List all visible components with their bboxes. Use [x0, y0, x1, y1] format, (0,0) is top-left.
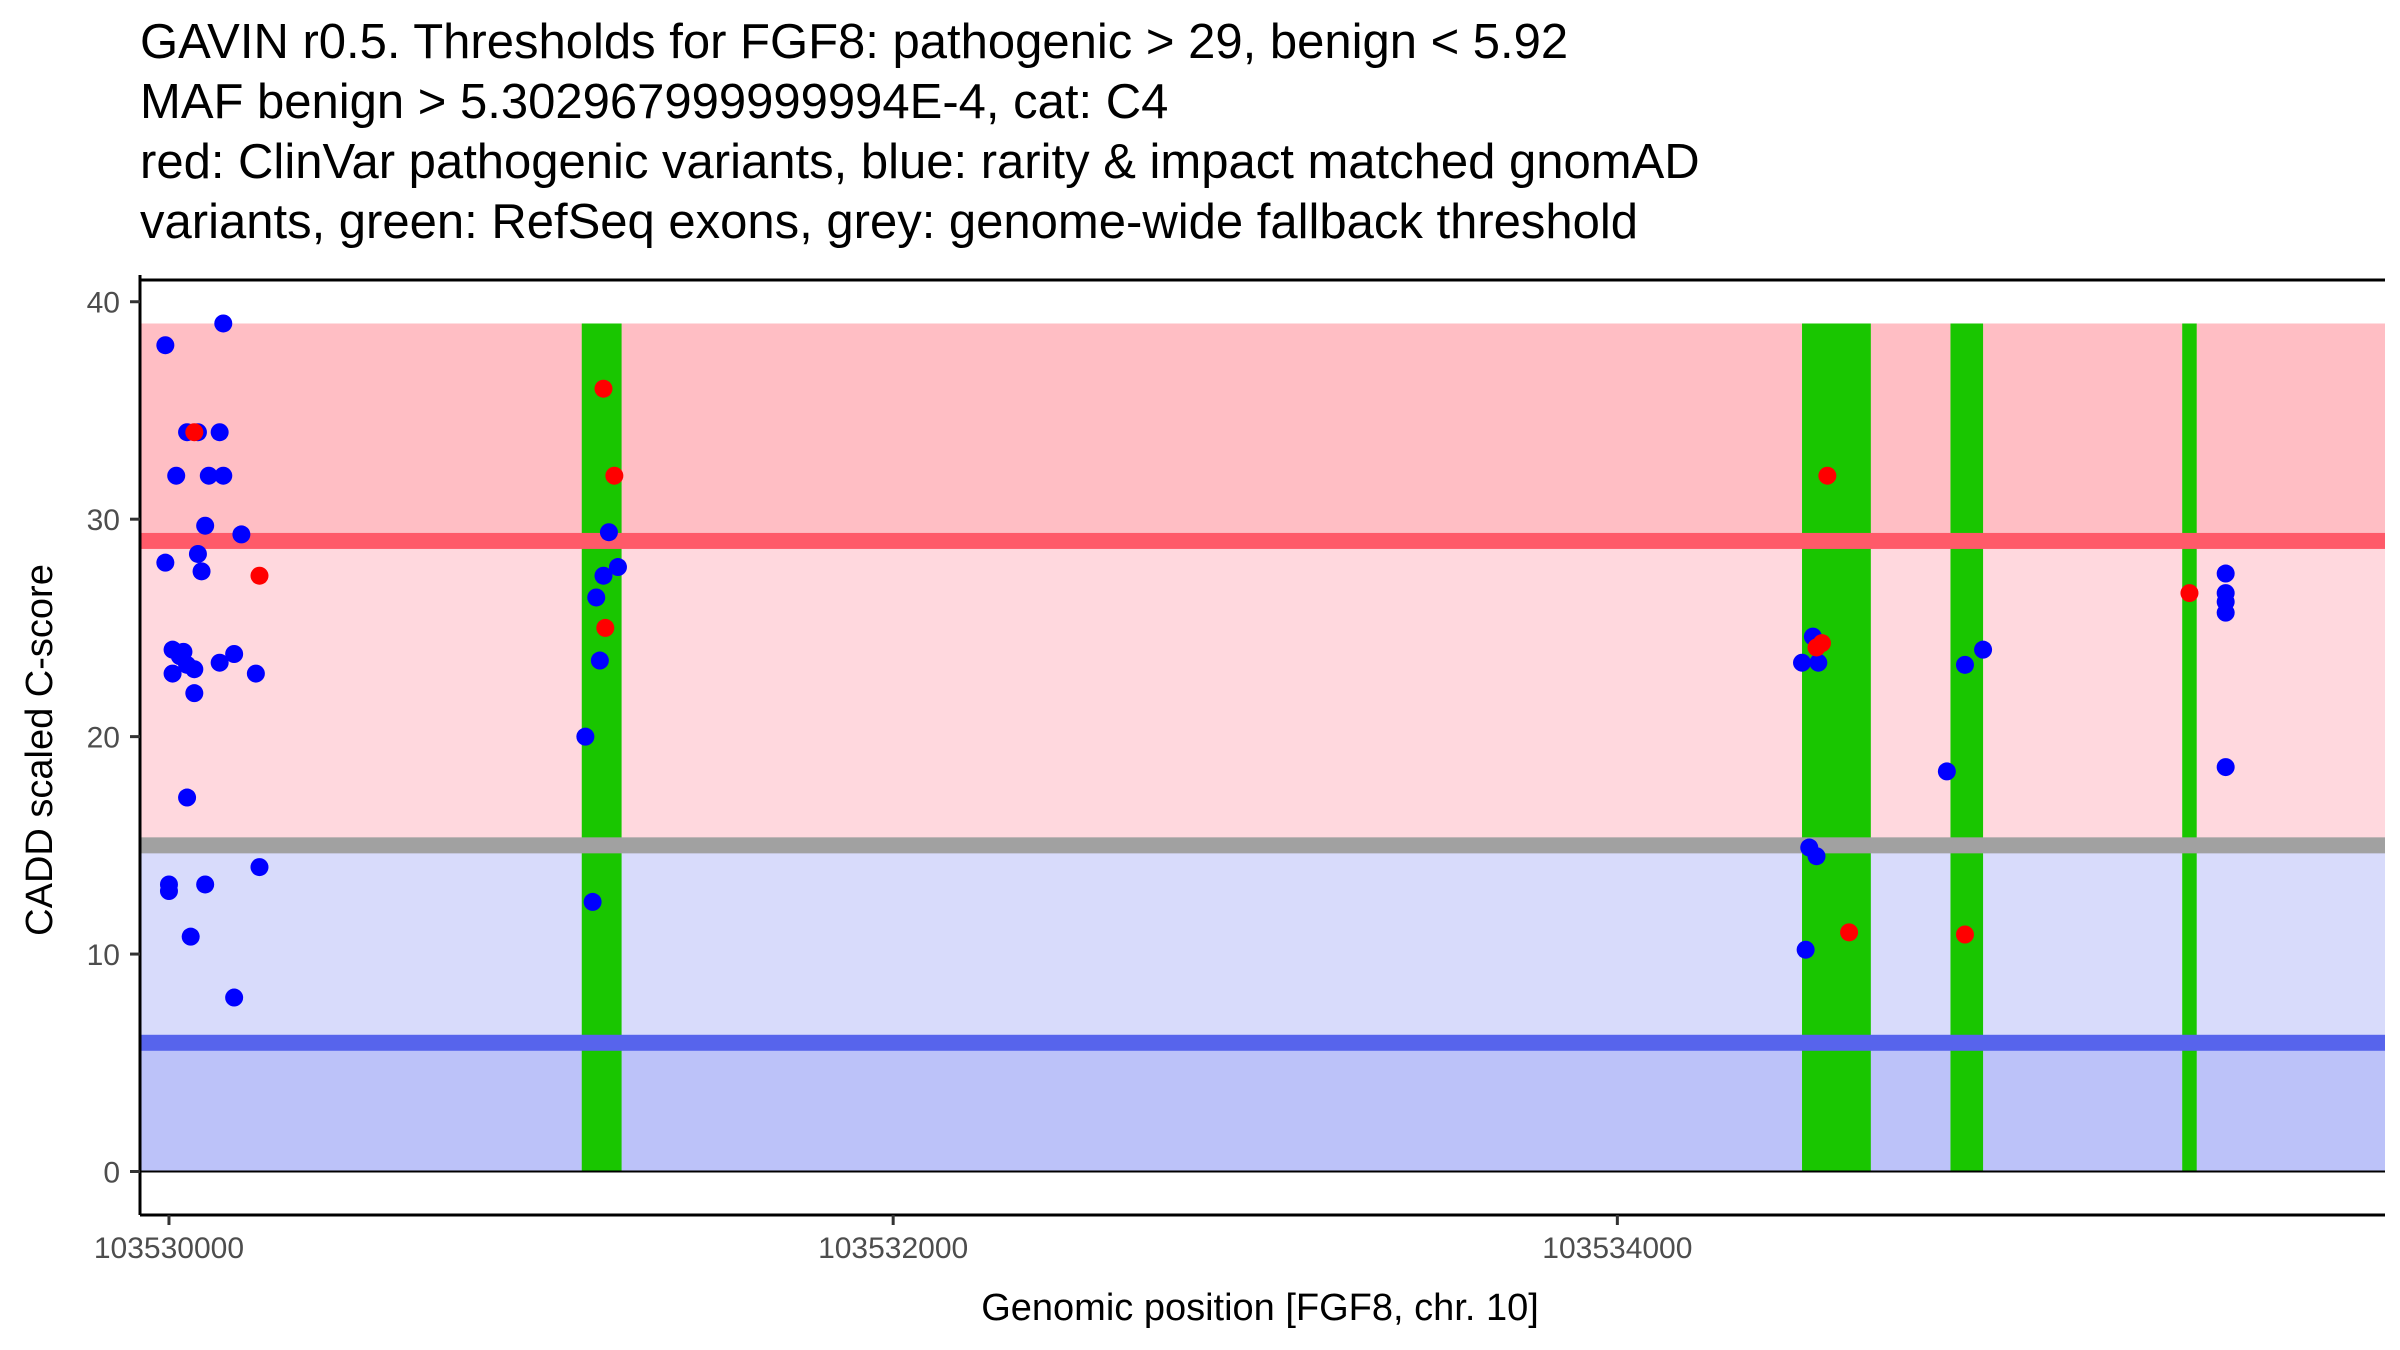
- y-tick-label: 30: [87, 504, 120, 537]
- title-line-4: variants, green: RefSeq exons, grey: gen…: [140, 195, 1639, 249]
- gnomad-point: [250, 858, 269, 877]
- y-tick-label: 10: [87, 939, 120, 972]
- gnomad-point: [185, 660, 204, 679]
- gnomad-point: [210, 653, 229, 672]
- gnomad-point: [1955, 655, 1974, 674]
- gnomad-point: [1937, 762, 1956, 781]
- clinvar-point: [250, 566, 269, 585]
- fallback-threshold-line: [140, 837, 2385, 854]
- exon-bar-2: [1802, 323, 1871, 1172]
- x-tick-label: 103534000: [1542, 1232, 1692, 1265]
- clinvar-point: [594, 379, 613, 398]
- pathogenic-region: [140, 323, 2385, 541]
- gnomad-point: [181, 927, 200, 946]
- gnomad-point: [225, 645, 244, 663]
- gnomad-point: [167, 466, 186, 485]
- clinvar-point: [605, 466, 624, 485]
- gnomad-point: [1974, 640, 1993, 659]
- gnomad-point: [608, 558, 627, 577]
- gnomad-point: [246, 664, 265, 683]
- clinvar-point: [185, 423, 204, 442]
- gnomad-point: [1796, 940, 1815, 959]
- gnomad-point: [156, 553, 175, 572]
- gnomad-point: [199, 466, 218, 485]
- threshold-lines: [140, 532, 2385, 1051]
- gnomad-point: [599, 523, 618, 542]
- clinvar-point: [596, 618, 615, 637]
- y-tick-label: 20: [87, 722, 120, 755]
- gnomad-point: [214, 314, 233, 333]
- gnomad-point: [2216, 564, 2235, 583]
- y-tick-label: 0: [103, 1157, 120, 1190]
- gnomad-point: [196, 516, 215, 535]
- y-axis-label: CADD scaled C-score: [19, 564, 61, 936]
- x-tick-label: 103532000: [818, 1232, 968, 1265]
- gnomad-point: [159, 882, 178, 901]
- exon-bar-1: [581, 323, 622, 1172]
- y-tick-label: 40: [87, 287, 120, 320]
- gnomad-point: [2216, 758, 2235, 777]
- gnomad-point: [583, 892, 602, 911]
- gnomad-point: [214, 466, 233, 485]
- benign-threshold-line: [140, 1034, 2385, 1051]
- chart-title: GAVIN r0.5. Thresholds for FGF8: pathoge…: [140, 12, 1700, 252]
- threshold-bands: [140, 323, 2385, 1172]
- gnomad-point: [178, 788, 197, 807]
- gnomad-point: [576, 727, 595, 746]
- title-line-1: GAVIN r0.5. Thresholds for FGF8: pathoge…: [140, 15, 1569, 69]
- clinvar-point: [1818, 466, 1837, 485]
- gnomad-point: [210, 423, 229, 442]
- benign-region: [140, 845, 2385, 1043]
- lowest-region: [140, 1042, 2385, 1172]
- clinvar-point: [1812, 634, 1831, 653]
- title-line-2: MAF benign > 5.302967999999994E-4, cat: …: [140, 75, 1169, 129]
- clinvar-point: [1840, 923, 1859, 942]
- gnomad-point: [1793, 653, 1812, 672]
- gnomad-point: [196, 875, 215, 894]
- gnomad-point: [192, 562, 211, 581]
- intermediate-region: [140, 540, 2385, 846]
- gnomad-point: [232, 525, 251, 544]
- gnomad-point: [188, 544, 207, 563]
- gnomad-point: [590, 651, 609, 670]
- gnomad-point: [594, 566, 613, 585]
- clinvar-point: [2180, 584, 2199, 603]
- pathogenic-threshold-line: [140, 532, 2385, 549]
- gnomad-point: [1809, 653, 1828, 672]
- gnomad-point: [2216, 603, 2235, 622]
- gnomad-point: [225, 988, 244, 1007]
- x-axis-label: Genomic position [FGF8, chr. 10]: [981, 1287, 1539, 1329]
- exon-bar-3: [1950, 323, 1984, 1172]
- gnomad-point: [163, 664, 182, 683]
- gnomad-point: [587, 588, 606, 607]
- title-line-3: red: ClinVar pathogenic variants, blue: …: [140, 135, 1700, 189]
- gnomad-point: [156, 336, 175, 355]
- gnomad-point: [1807, 847, 1826, 866]
- clinvar-point: [1955, 925, 1974, 944]
- axes: 0 10 20 30 40 103530000 103532000 103534000: [87, 275, 2385, 1265]
- gnomad-point: [185, 684, 204, 703]
- data-points: [156, 314, 2235, 1007]
- x-tick-label: 103530000: [94, 1232, 244, 1265]
